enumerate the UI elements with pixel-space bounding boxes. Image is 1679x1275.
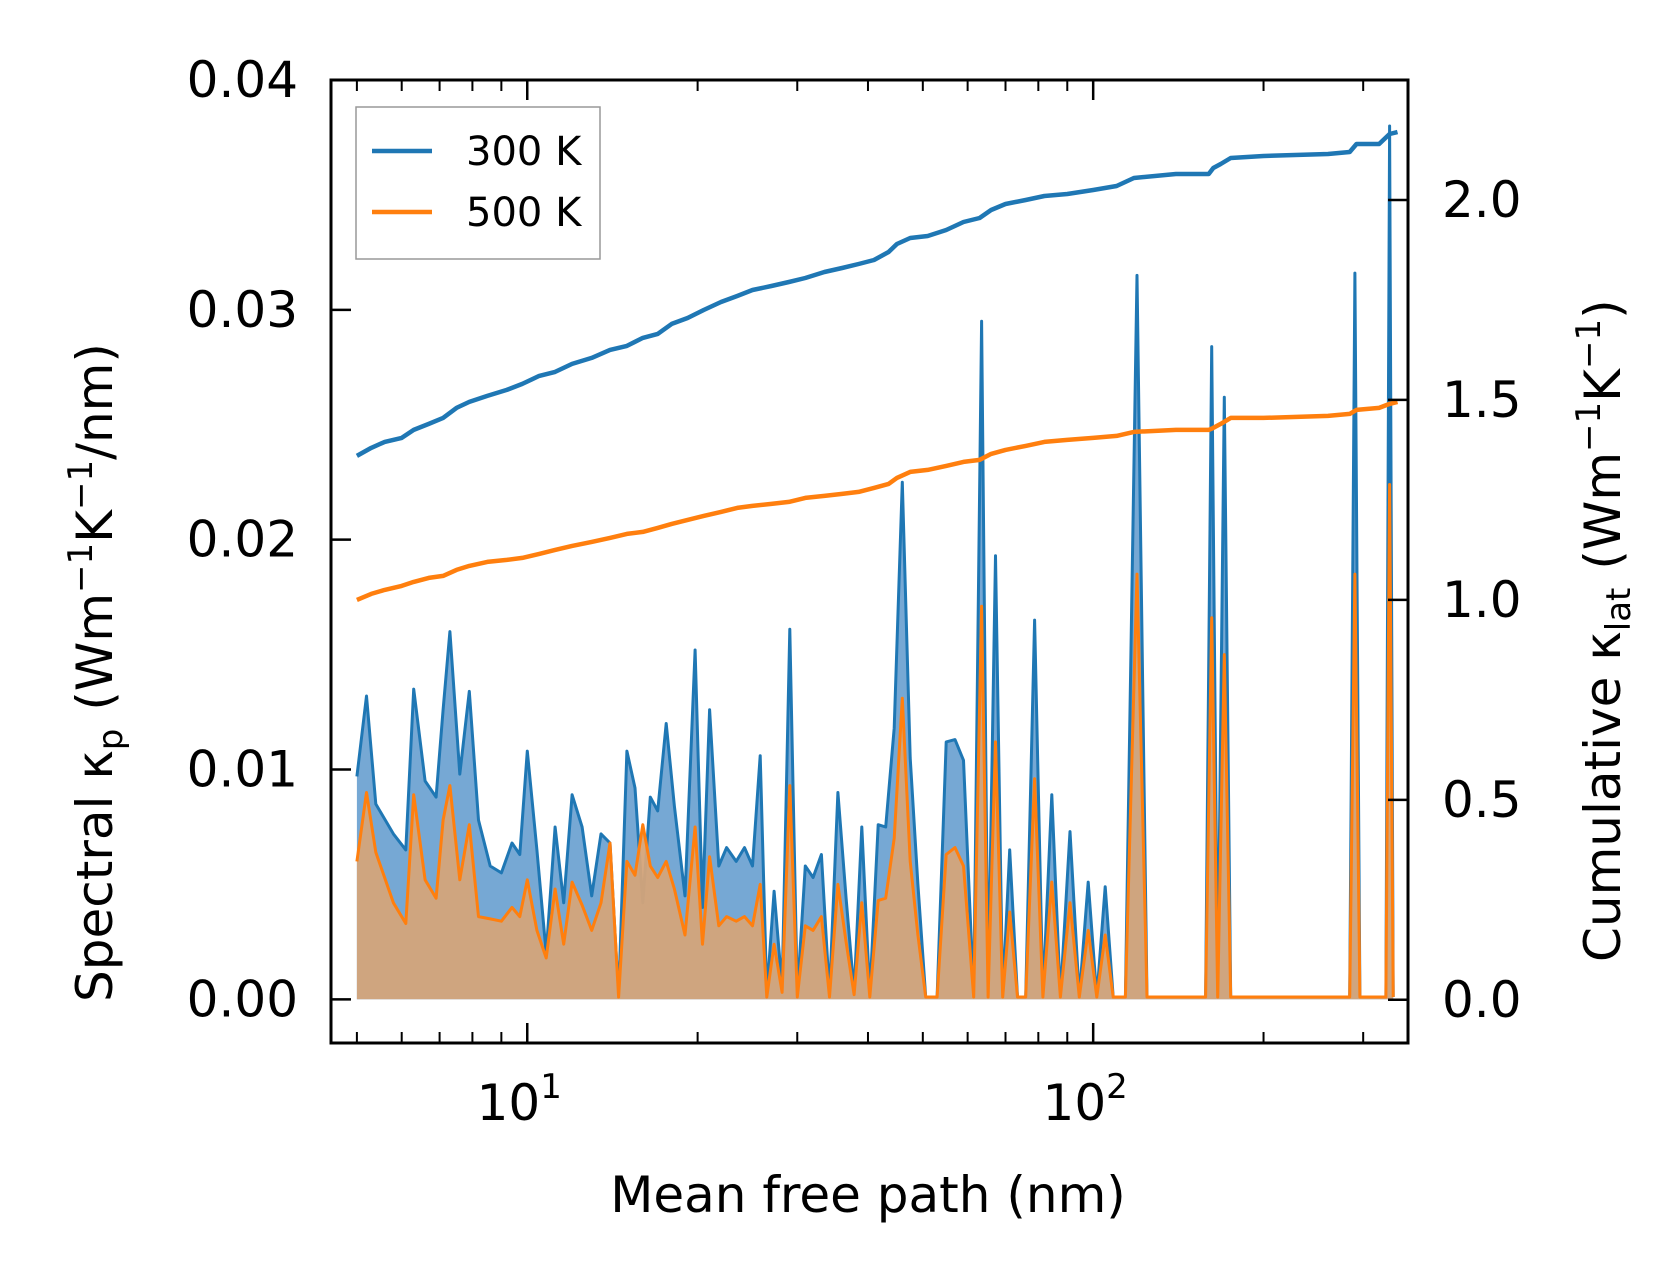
y-left-tick-label: 0.02: [187, 511, 298, 569]
y-right-label-exp2: −1: [1569, 319, 1609, 369]
y-left-label-exp2: −1: [61, 460, 101, 510]
x-axis-label: Mean free path (nm): [610, 1166, 1126, 1224]
legend-label-300k: 300 K: [466, 129, 583, 175]
y-right-label-k: K: [1574, 368, 1632, 402]
plot-frame: [329, 78, 1410, 1045]
legend-box: [355, 106, 601, 260]
y-left-label-main: Spectral κ: [66, 750, 124, 1002]
spectral-500k-area: [356, 484, 1394, 1000]
legend: 300 K 500 K: [355, 106, 601, 260]
y-left-label-sub: p: [91, 729, 131, 751]
cumulative-300k-line: [355, 129, 1399, 458]
x-tick-label: 101: [477, 1067, 562, 1132]
y-axis-left-label: Spectral κp(Wm−1K−1/nm): [61, 343, 131, 1002]
y-right-tick-label: 1.5: [1442, 371, 1522, 429]
y-left-tick-label: 0.04: [187, 51, 298, 109]
y-left-tick-label: 0.00: [187, 970, 298, 1028]
y-left-tick-label: 0.03: [187, 281, 298, 339]
y-left-label-units: (Wm: [66, 593, 124, 711]
tick-group: 0.00 0.01 0.02 0.03 0.04 0.0 0.5 1.0 1.5 2.0 101 10…: [187, 51, 1522, 1132]
y-right-label-sub: lat: [1599, 588, 1639, 632]
y-right-label-exp1: −1: [1569, 402, 1609, 452]
legend-label-500k: 500 K: [466, 190, 583, 236]
y-right-label-tail: ): [1574, 299, 1632, 319]
y-right-tick-label: 2.0: [1442, 171, 1522, 229]
spectral-500k-line: [355, 483, 1395, 999]
y-right-label-main: Cumulative κ: [1574, 631, 1632, 962]
spectral-area-group: [355, 124, 1399, 1000]
y-right-tick-label: 0.5: [1442, 771, 1522, 829]
y-right-label-units: (Wm: [1574, 452, 1632, 570]
cumulative-500k-line: [356, 399, 1399, 602]
y-right-tick-label: 0.0: [1442, 971, 1522, 1029]
y-axis-right-label: Cumulative κlat(Wm−1K−1): [1569, 299, 1639, 962]
y-left-label-tail: /nm): [66, 343, 124, 460]
x-tick-label: 102: [1043, 1067, 1128, 1132]
y-right-tick-label: 1.0: [1442, 571, 1522, 629]
y-left-label-exp1: −1: [61, 543, 101, 593]
y-left-tick-label: 0.01: [187, 740, 298, 798]
y-left-label-k: K: [66, 509, 124, 543]
